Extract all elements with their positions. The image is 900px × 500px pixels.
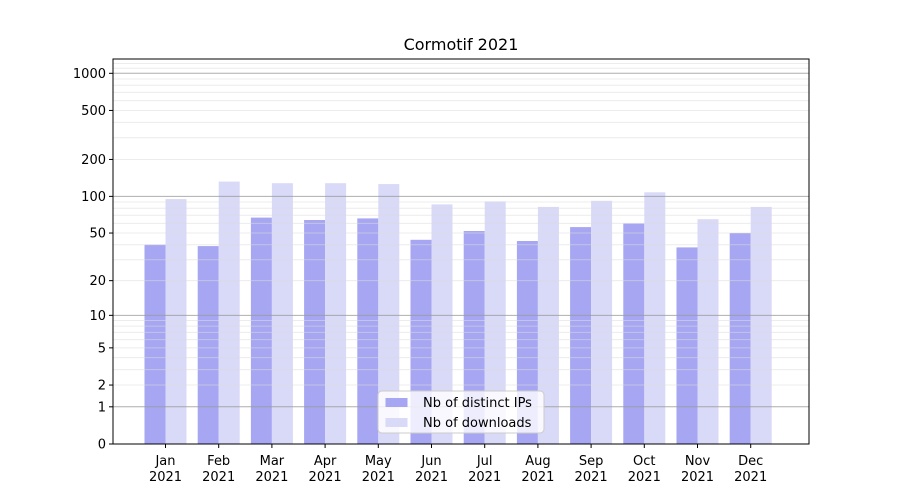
bar-sep-nb-of-downloads bbox=[591, 200, 613, 444]
bar-may-nb-of-downloads bbox=[378, 184, 400, 444]
bar-apr-nb-of-downloads bbox=[325, 183, 347, 444]
x-tick-label-year: 2021 bbox=[149, 470, 182, 485]
y-tick-label: 50 bbox=[89, 227, 106, 242]
legend-swatch-nb-of-downloads bbox=[385, 418, 408, 427]
bar-may-nb-of-distinct-ips bbox=[357, 218, 379, 444]
bar-dec-nb-of-distinct-ips bbox=[729, 233, 751, 444]
bar-jan-nb-of-distinct-ips bbox=[144, 244, 166, 444]
bar-jun-nb-of-downloads bbox=[431, 204, 453, 444]
x-tick-label-year: 2021 bbox=[628, 470, 661, 485]
y-tick-label: 0 bbox=[98, 438, 106, 453]
bar-nov-nb-of-distinct-ips bbox=[676, 247, 698, 444]
bar-mar-nb-of-distinct-ips bbox=[250, 217, 272, 444]
x-tick-label-year: 2021 bbox=[521, 470, 554, 485]
gridlines-layer bbox=[113, 63, 809, 408]
x-tick-label-year: 2021 bbox=[734, 470, 767, 485]
bar-jul-nb-of-downloads bbox=[484, 201, 506, 444]
y-tick-label: 10 bbox=[89, 309, 106, 324]
bar-feb-nb-of-downloads bbox=[218, 181, 240, 444]
x-tick-label-month: Feb bbox=[207, 454, 230, 469]
x-tick-label-month: Aug bbox=[525, 454, 550, 469]
plot-border bbox=[112, 58, 810, 445]
y-tick-label: 1000 bbox=[73, 67, 106, 82]
bar-oct-nb-of-distinct-ips bbox=[623, 223, 645, 444]
bar-mar-nb-of-downloads bbox=[271, 183, 293, 444]
x-tick-label-year: 2021 bbox=[202, 470, 235, 485]
bar-oct-nb-of-downloads bbox=[644, 192, 666, 444]
x-tick-label-month: Dec bbox=[738, 454, 763, 469]
x-tick-label-month: Jul bbox=[476, 454, 493, 469]
y-tick-label: 5 bbox=[98, 341, 106, 356]
y-tick-label: 200 bbox=[81, 153, 106, 168]
x-tick-label-year: 2021 bbox=[362, 470, 395, 485]
legend: Nb of distinct IPs Nb of downloads bbox=[377, 390, 545, 434]
x-tick-label-month: Oct bbox=[633, 454, 655, 469]
legend-label-nb-of-distinct-ips: Nb of distinct IPs bbox=[423, 396, 532, 411]
x-axis: Jan2021Feb2021Mar2021Apr2021May2021Jun20… bbox=[149, 444, 767, 485]
y-tick-label: 100 bbox=[81, 190, 106, 205]
bar-nov-nb-of-downloads bbox=[697, 219, 719, 444]
bar-dec-nb-of-downloads bbox=[750, 206, 772, 444]
y-axis: 0 1 2 5 10 20 50 100 200 500 1000 bbox=[73, 67, 113, 453]
chart-title: Cormotif 2021 bbox=[404, 35, 519, 54]
x-tick-label-month: Sep bbox=[579, 454, 604, 469]
x-tick-label-month: Mar bbox=[260, 454, 285, 469]
bar-sep-nb-of-distinct-ips bbox=[570, 227, 592, 444]
x-tick-label-month: Apr bbox=[314, 454, 337, 469]
x-tick-label-year: 2021 bbox=[468, 470, 501, 485]
x-tick-label-year: 2021 bbox=[681, 470, 714, 485]
x-tick-label-year: 2021 bbox=[255, 470, 288, 485]
x-tick-label-month: Jan bbox=[154, 454, 175, 469]
bar-jan-nb-of-downloads bbox=[165, 199, 187, 444]
x-tick-label-month: May bbox=[365, 454, 392, 469]
x-tick-label-year: 2021 bbox=[415, 470, 448, 485]
legend-box bbox=[377, 390, 545, 434]
bar-feb-nb-of-distinct-ips bbox=[197, 246, 219, 444]
y-tick-label: 1 bbox=[98, 400, 106, 415]
y-tick-label: 500 bbox=[81, 104, 106, 119]
x-tick-label-month: Nov bbox=[685, 454, 711, 469]
legend-label-nb-of-downloads: Nb of downloads bbox=[423, 416, 532, 431]
x-tick-label-year: 2021 bbox=[575, 470, 608, 485]
y-tick-label: 20 bbox=[89, 274, 106, 289]
x-tick-label-month: Jun bbox=[420, 454, 441, 469]
x-tick-label-year: 2021 bbox=[309, 470, 342, 485]
y-tick-label: 2 bbox=[98, 379, 106, 394]
legend-swatch-nb-of-distinct-ips bbox=[385, 398, 408, 407]
